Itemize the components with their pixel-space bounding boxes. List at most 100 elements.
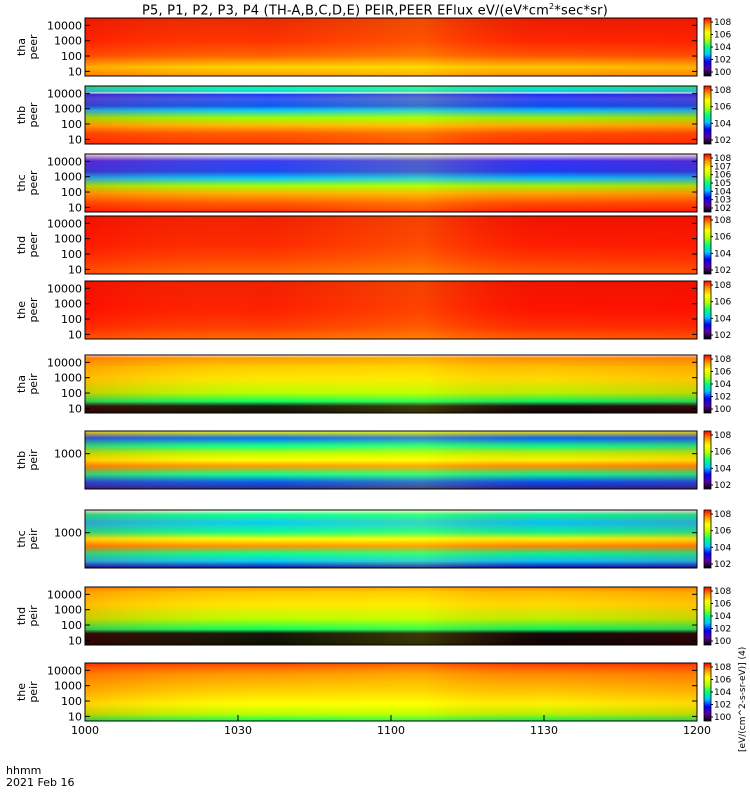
colorbar-tick-label: 106 xyxy=(714,233,731,243)
panel-tha-peir: 10 100 1000 10000 tha peir 100 102 104 106 108 xyxy=(15,354,731,415)
panel-probe-label: thc xyxy=(15,530,28,547)
panel-probe-label: the xyxy=(15,301,28,319)
panel-tha-peer: 10 100 1000 10000 tha peer 100 102 104 106 108 xyxy=(15,17,731,78)
colorbar-tick-label: 108 xyxy=(714,216,731,226)
x-tick-label: 1000 xyxy=(71,724,99,737)
colorbar-tick-label: 104 xyxy=(714,249,731,259)
panel-product-label: peir xyxy=(27,681,40,703)
time-variation-overlay xyxy=(85,355,697,413)
colorbar-tick-label: 102 xyxy=(714,701,731,711)
colorbar-tick-label: 102 xyxy=(714,393,731,403)
y-tick-label: 1000 xyxy=(54,448,82,461)
y-tick-label: 10000 xyxy=(47,217,82,230)
panel-frame xyxy=(84,586,698,646)
chart-title-text: P5, P1, P2, P3, P4 (TH-A,B,C,D,E) PEIR,P… xyxy=(142,3,549,19)
colorbar xyxy=(703,280,712,340)
colorbar-tick-label: 102 xyxy=(714,136,731,146)
y-tick-label: 100 xyxy=(61,186,82,199)
colorbar-tick-label: 102 xyxy=(714,331,731,341)
footer-date-label: 2021 Feb 16 xyxy=(6,776,75,789)
colorbar-tick-label: 104 xyxy=(714,314,731,324)
y-tick-label: 1000 xyxy=(54,527,82,540)
panel-probe-label: thd xyxy=(15,236,28,254)
panel-product-label: peir xyxy=(27,605,40,627)
panel-probe-label: tha xyxy=(15,38,28,56)
panel-product-label: peir xyxy=(27,373,40,395)
time-variation-overlay xyxy=(85,431,697,489)
colorbar-tick-label: 100 xyxy=(714,713,731,723)
time-variation-overlay xyxy=(85,281,697,339)
colorbar xyxy=(703,85,712,145)
time-variation-overlay xyxy=(85,587,697,645)
colorbar-tick-label: 106 xyxy=(714,448,731,458)
time-variation-overlay xyxy=(85,154,697,212)
panel-thd-peir: 10 100 1000 10000 thd peir 100 102 104 106 108 xyxy=(15,586,731,647)
panel-product-label: peer xyxy=(27,170,40,196)
y-tick-label: 10 xyxy=(68,328,82,341)
colorbar-tick-label: 108 xyxy=(714,18,731,28)
panel-frame xyxy=(84,509,698,569)
colorbar-tick-label: 104 xyxy=(714,464,731,474)
y-tick-label: 100 xyxy=(61,313,82,326)
y-tick-label: 10 xyxy=(68,65,82,78)
x-tick-label: 1030 xyxy=(224,724,252,737)
chart-title: P5, P1, P2, P3, P4 (TH-A,B,C,D,E) PEIR,P… xyxy=(0,2,750,18)
time-variation-overlay xyxy=(85,663,697,721)
panel-the-peir: 10 100 1000 10000 the peir 100 102 104 106 108 xyxy=(15,662,731,723)
y-tick-label: 10000 xyxy=(47,664,82,677)
colorbar xyxy=(703,354,712,414)
panel-frame xyxy=(84,17,698,77)
y-tick-label: 1000 xyxy=(54,233,82,246)
colorbar-tick-label: 104 xyxy=(714,187,731,197)
y-tick-label: 10 xyxy=(68,133,82,146)
x-axis: 1000 1030 1100 1130 1200 xyxy=(71,715,711,737)
colorbar-tick-label: 106 xyxy=(714,368,731,378)
y-tick-label: 10 xyxy=(68,263,82,276)
y-tick-label: 10 xyxy=(68,201,82,214)
colorbar-tick-label: 108 xyxy=(714,86,731,96)
colorbar xyxy=(703,430,712,490)
y-tick-label: 10000 xyxy=(47,155,82,168)
time-variation-overlay xyxy=(85,86,697,144)
colorbar-tick-label: 102 xyxy=(714,625,731,635)
y-tick-label: 100 xyxy=(61,118,82,131)
colorbar-tick-label: 104 xyxy=(714,119,731,129)
x-tick-label: 1100 xyxy=(377,724,405,737)
y-tick-label: 10000 xyxy=(47,356,82,369)
y-tick-label: 1000 xyxy=(54,604,82,617)
panel-thb-peir: 1000 thb peir 102 104 106 108 xyxy=(15,430,731,491)
y-tick-label: 1000 xyxy=(54,372,82,385)
colorbar-tick-label: 106 xyxy=(714,103,731,113)
panel-thb-peer: 10 100 1000 10000 thb peer 102 104 106 108 xyxy=(15,85,731,146)
colorbar xyxy=(703,662,712,722)
colorbar-tick-label: 108 xyxy=(714,510,731,520)
colorbar-tick-label: 104 xyxy=(714,543,731,553)
y-tick-label: 1000 xyxy=(54,103,82,116)
y-tick-label: 1000 xyxy=(54,298,82,311)
colorbar-tick-label: 100 xyxy=(714,405,731,415)
y-tick-label: 100 xyxy=(61,50,82,63)
colorbar-tick-label: 108 xyxy=(714,154,731,164)
colorbar xyxy=(703,586,712,646)
panel-probe-label: thc xyxy=(15,174,28,191)
panel-thc-peir: 1000 thc peir 102 104 106 108 xyxy=(15,509,731,570)
panel-probe-label: the xyxy=(15,683,28,701)
panel-frame xyxy=(84,215,698,275)
panel-probe-label: thb xyxy=(15,106,28,124)
panel-frame xyxy=(84,354,698,414)
x-tick-label: 1130 xyxy=(530,724,558,737)
y-tick-label: 10000 xyxy=(47,19,82,32)
colorbar xyxy=(703,17,712,77)
colorbar-tick-label: 102 xyxy=(714,481,731,491)
panel-thd-peer: 10 100 1000 10000 thd peer 102 104 106 108 xyxy=(15,215,731,276)
panel-product-label: peer xyxy=(27,232,40,258)
y-tick-label: 100 xyxy=(61,695,82,708)
colorbar-tick-label: 102 xyxy=(714,560,731,570)
colorbar-tick-label: 106 xyxy=(714,171,731,181)
colorbar-tick-label: 108 xyxy=(714,431,731,441)
panel-frame xyxy=(84,280,698,340)
colorbar xyxy=(703,509,712,569)
panel-frame xyxy=(84,430,698,490)
